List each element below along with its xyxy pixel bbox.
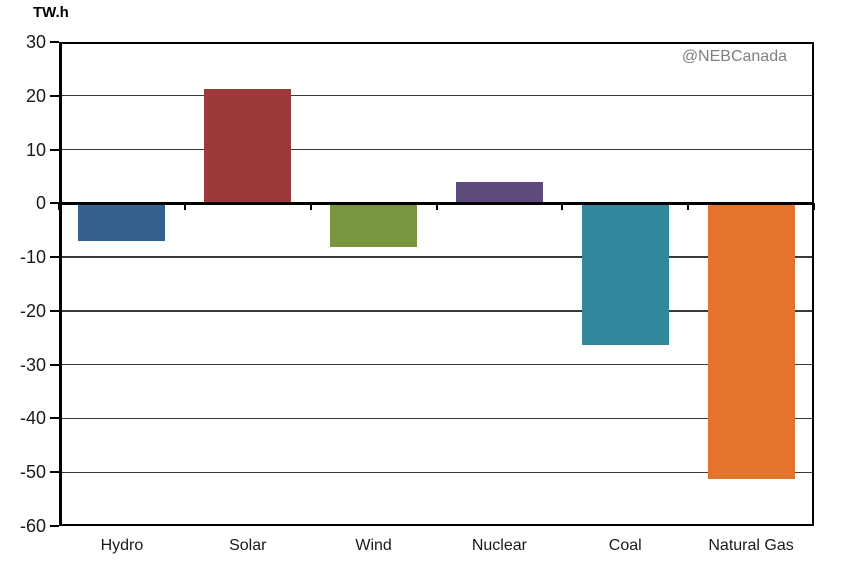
gridline-y--10 (59, 256, 814, 258)
gridline-y--20 (59, 310, 814, 312)
gridline-y--40 (59, 417, 814, 420)
category-boundary-tick (183, 203, 186, 211)
gridline-y--50 (59, 471, 814, 473)
y-axis-tick-0 (50, 202, 59, 205)
gridline-y-10 (59, 148, 814, 151)
x-axis-category-label-hydro: Hydro (100, 537, 144, 554)
y-axis-tick-label: -50 (19, 462, 46, 483)
x-axis-category-label-wind: Wind (355, 537, 392, 554)
y-axis-tick--10 (50, 256, 59, 259)
x-axis-category-label-natural-gas: Natural Gas (708, 537, 794, 554)
y-axis-tick-label: -10 (19, 247, 46, 268)
y-axis-tick--30 (50, 363, 59, 366)
category-boundary-tick (813, 203, 815, 211)
y-axis-tick-label: -30 (19, 354, 46, 375)
y-axis-tick--40 (50, 417, 59, 420)
y-axis-tick-label: -20 (19, 300, 46, 321)
y-axis-tick-label: 30 (25, 32, 46, 52)
gridline-y-20 (59, 95, 814, 97)
y-axis-tick-30 (50, 41, 59, 43)
y-axis-tick-label: 10 (25, 139, 46, 160)
y-axis-tick-label: 0 (35, 193, 46, 214)
gridline-y--30 (59, 363, 814, 366)
x-axis-category-label-solar: Solar (229, 537, 267, 554)
bar-coal (581, 203, 669, 345)
category-boundary-tick (687, 203, 690, 211)
y-axis-tick--50 (50, 471, 59, 474)
y-axis-tick-label: 20 (25, 85, 46, 106)
plot-area-border (59, 42, 814, 526)
category-boundary-tick (435, 203, 438, 211)
bar-solar (204, 88, 292, 204)
bar-natural-gas (707, 203, 795, 479)
bar-hydro (78, 203, 166, 241)
y-axis-tick--20 (50, 309, 59, 312)
y-axis-tick-label: -40 (19, 408, 46, 429)
y-axis-tick-10 (50, 148, 59, 151)
y-axis-tick--60 (50, 525, 59, 527)
category-boundary-tick (309, 203, 312, 211)
category-boundary-tick (561, 203, 564, 211)
y-axis-tick-20 (50, 94, 59, 97)
watermark-text: @NEBCanada (681, 48, 787, 65)
x-axis-category-label-nuclear: Nuclear (471, 537, 527, 554)
bar-nuclear (455, 182, 543, 204)
y-axis-unit-label: TW.h (33, 4, 69, 21)
bar-wind (330, 203, 418, 248)
x-axis-category-label-coal: Coal (608, 537, 642, 554)
category-boundary-tick (58, 203, 60, 211)
y-axis-tick-label: -60 (19, 516, 46, 536)
